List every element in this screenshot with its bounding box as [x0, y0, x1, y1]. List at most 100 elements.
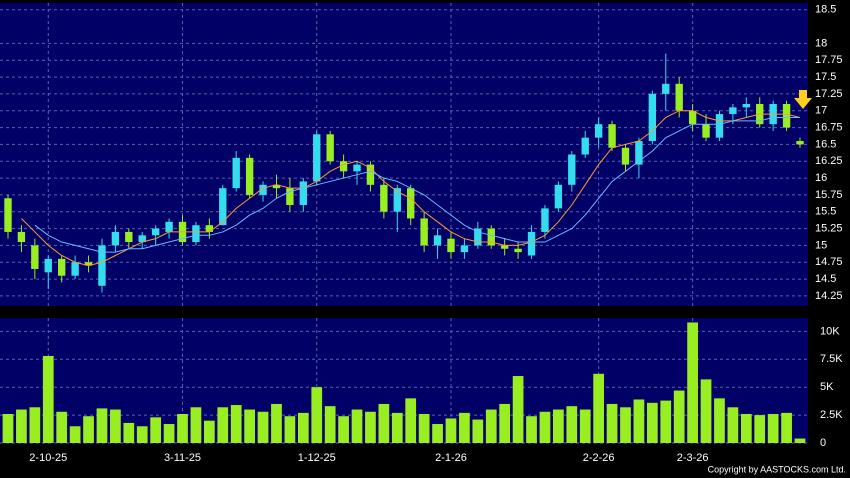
candle-body: [84, 262, 93, 266]
candle-body: [541, 208, 549, 232]
candle-body: [514, 248, 522, 253]
y2-tick-label: 10K: [820, 325, 840, 337]
volume-bar: [123, 422, 135, 443]
candle-body: [71, 262, 79, 276]
candle-body: [702, 124, 710, 138]
y-tick-label: 17: [815, 105, 827, 117]
volume-bar: [593, 373, 605, 443]
volume-bar: [754, 415, 766, 443]
candle-body: [527, 231, 536, 256]
volume-bar: [714, 398, 725, 443]
x-tick-label: 2-3-26: [677, 452, 709, 464]
candle-body: [554, 184, 563, 209]
candle-body: [151, 228, 160, 236]
candle-body: [729, 107, 737, 115]
candle-body: [286, 188, 294, 205]
candle-body: [313, 134, 321, 182]
volume-bar: [566, 406, 578, 443]
volume-bar: [365, 411, 376, 443]
volume-bar: [445, 418, 457, 443]
volume-bar: [324, 406, 336, 443]
y-tick-label: 17.5: [815, 71, 836, 83]
y-tick-label: 15.5: [815, 206, 836, 218]
volume-bar: [687, 322, 698, 443]
moving-average: [21, 110, 801, 267]
candle-body: [474, 228, 482, 246]
candle-body: [339, 161, 348, 172]
volume-bar: [69, 426, 81, 443]
candle-body: [447, 238, 455, 253]
volume-bar: [485, 409, 497, 443]
volume-bar: [284, 416, 296, 443]
volume-bar: [727, 407, 739, 443]
candle-body: [111, 231, 120, 246]
candle-body: [98, 245, 106, 286]
candle-body: [662, 83, 670, 94]
volume-bar: [16, 409, 27, 443]
candle-body: [568, 154, 576, 185]
content: 14.25 14.5 14.75 15 15.25 15.5 15.75 16 16.25 16.…: [0, 3, 843, 464]
candle-body: [366, 164, 375, 185]
volume-bar: [391, 412, 403, 443]
volume-bar: [700, 379, 712, 443]
candle-body: [648, 93, 657, 142]
candle-body: [272, 184, 281, 189]
candle-body: [31, 245, 39, 269]
candle-body: [594, 124, 603, 138]
volume-bar: [29, 407, 41, 443]
volume-bar: [459, 412, 470, 443]
volume-bar: [271, 403, 282, 443]
volume-bar: [217, 407, 229, 443]
volume-bar: [767, 413, 779, 443]
y2-tick-label: 5K: [820, 381, 834, 393]
candle-body: [125, 231, 133, 243]
volume-bar: [794, 438, 806, 443]
candle-body: [715, 114, 724, 138]
candle-body: [487, 228, 495, 246]
candle-body: [796, 141, 804, 145]
candle-body: [688, 110, 697, 125]
candle-body: [433, 235, 442, 246]
y-tick-label: 16.25: [815, 155, 843, 167]
moving-average: [34, 116, 800, 253]
candle-body: [232, 157, 240, 189]
volume-bar: [553, 409, 564, 443]
volume-panel: [0, 318, 808, 443]
volume-bar: [177, 413, 188, 443]
y-tick-label: 16.75: [815, 121, 843, 133]
volume-bar: [150, 417, 162, 443]
candle-body: [205, 225, 214, 232]
y-tick-label: 16: [815, 172, 827, 184]
volume-bar: [56, 411, 68, 443]
candle-body: [44, 258, 52, 273]
y-tick-label: 14.75: [815, 256, 843, 268]
volume-bar: [740, 413, 752, 443]
y-tick-label: 18: [815, 37, 827, 49]
candle-body: [500, 245, 509, 249]
candle-body: [675, 83, 683, 111]
candle-body: [326, 134, 334, 162]
volume-bar: [579, 409, 591, 443]
y-tick-label: 17.25: [815, 88, 843, 100]
candle-body: [259, 184, 267, 195]
x-tick-label: 2-2-26: [583, 452, 615, 464]
candle-body: [420, 218, 428, 246]
volume-bar: [633, 399, 645, 443]
x-tick-label: 2-10-25: [29, 452, 67, 464]
candle-body: [4, 198, 12, 232]
volume-bar: [136, 426, 148, 443]
volume-bar: [606, 403, 618, 443]
y-tick-label: 18.5: [815, 4, 836, 16]
volume-bar: [351, 409, 363, 443]
volume-bar: [257, 411, 269, 443]
volume-bar: [405, 398, 417, 443]
x-tick-label: 2-1-26: [435, 452, 467, 464]
candle-body: [353, 164, 361, 172]
price-panel: [0, 3, 808, 306]
volume-bar: [472, 419, 484, 443]
volume-bar: [499, 403, 511, 443]
candle-body: [460, 245, 469, 253]
volume-bar: [418, 413, 430, 443]
volume-bar: [297, 412, 309, 443]
volume-bar: [338, 416, 349, 443]
